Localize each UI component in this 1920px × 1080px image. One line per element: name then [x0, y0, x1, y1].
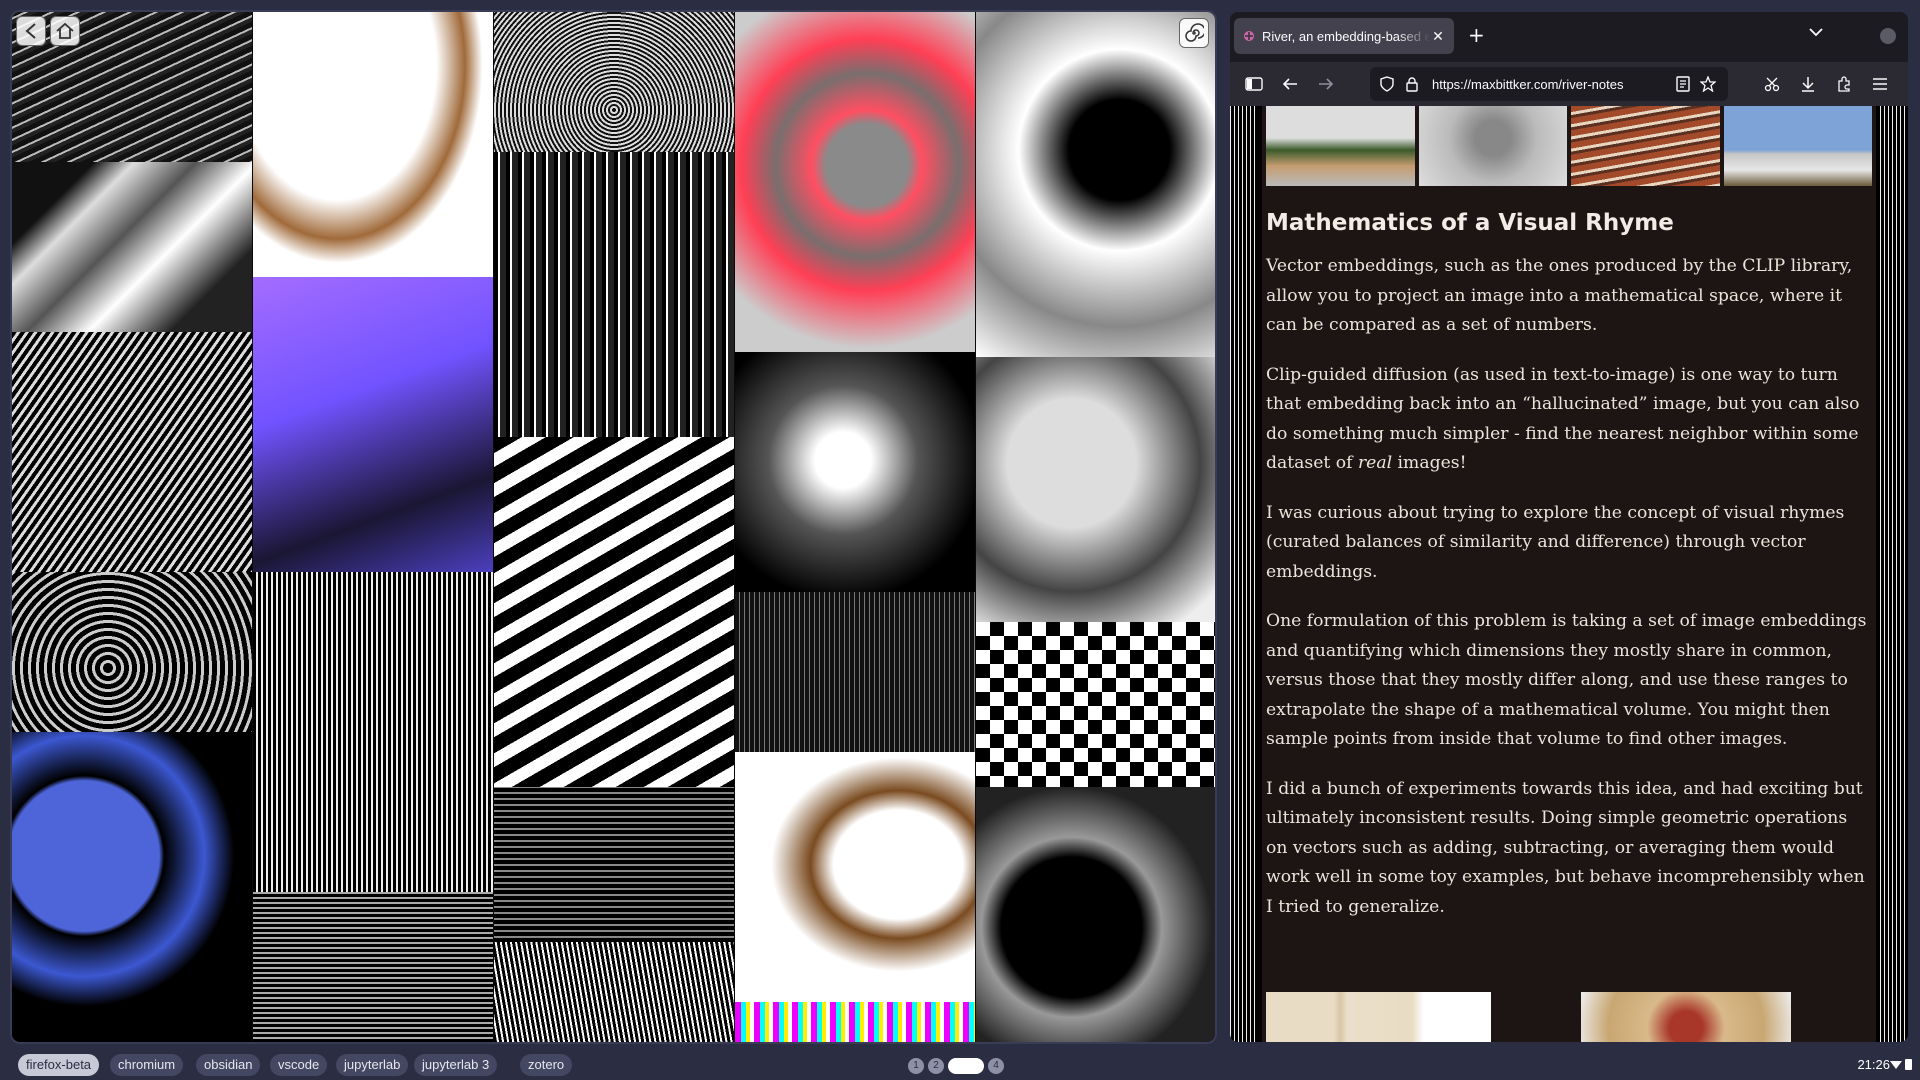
spiral-button[interactable] [1179, 18, 1209, 48]
workspace-jupyterlab[interactable]: jupyterlab [336, 1054, 409, 1076]
system-tray [1890, 1058, 1912, 1070]
tile-striped-body[interactable] [12, 332, 252, 572]
reader-view-icon[interactable] [1676, 76, 1690, 92]
page-2[interactable]: 2 [928, 1058, 944, 1074]
tile-halftone-top[interactable] [494, 12, 734, 152]
workspace-firefox-beta[interactable]: firefox-beta [18, 1054, 100, 1076]
tile-dot-face[interactable] [735, 352, 975, 592]
forward-nav-icon[interactable] [1314, 72, 1338, 96]
downloads-icon[interactable] [1796, 72, 1820, 96]
tile-abstract-shapes[interactable] [12, 162, 252, 332]
page-content: Mathematics of a Visual Rhyme Vector emb… [1230, 106, 1908, 1042]
tile-glitch-face[interactable] [253, 572, 493, 892]
tile-burnt-paper[interactable] [253, 12, 493, 277]
workspace-zotero[interactable]: zotero [520, 1054, 573, 1076]
shield-icon[interactable] [1380, 76, 1394, 92]
tile-blue-splash[interactable] [12, 732, 252, 1042]
tile-scan-lines[interactable] [253, 892, 493, 1042]
battery-icon[interactable] [1905, 1058, 1912, 1070]
back-nav-icon[interactable] [1278, 72, 1302, 96]
page-4[interactable]: 4 [988, 1058, 1004, 1074]
rug-image[interactable] [1571, 106, 1720, 186]
tab-river-notes[interactable]: River, an embedding-based e ✕ [1234, 18, 1454, 54]
plant-image[interactable] [1266, 106, 1415, 186]
extensions-icon[interactable] [1832, 72, 1856, 96]
page-1[interactable]: 1 [908, 1058, 924, 1074]
image-river-grid [12, 12, 1215, 1042]
left-stripe-border [1230, 106, 1258, 1042]
article: Mathematics of a Visual Rhyme Vector emb… [1262, 106, 1876, 1042]
tile-purple-gradient[interactable] [253, 277, 493, 572]
tile-rainbow-bars[interactable] [735, 1002, 975, 1042]
workspace-chromium[interactable]: chromium [110, 1054, 184, 1076]
tile-cloud-halftone[interactable] [976, 357, 1215, 622]
nav-toolbar: https://maxbittker.com/river-notes [1230, 62, 1908, 106]
list-all-tabs-icon[interactable] [1808, 26, 1824, 38]
tile-burnt-hole[interactable] [735, 752, 975, 1002]
manuscript-image[interactable] [1266, 992, 1491, 1042]
favicon-icon [1244, 31, 1254, 41]
tile-houndstooth[interactable] [976, 622, 1215, 787]
tile-hex-pattern[interactable] [976, 12, 1215, 357]
window-control-dot[interactable] [1880, 28, 1896, 44]
tile-pink-explosion[interactable] [735, 12, 975, 352]
tile-swirl-distort[interactable] [12, 572, 252, 732]
close-tab-icon[interactable]: ✕ [1432, 27, 1444, 44]
lock-icon[interactable] [1406, 76, 1418, 92]
tile-dark-glitch-arc[interactable] [976, 787, 1215, 1042]
home-icon [56, 22, 74, 39]
firefox-window: River, an embedding-based e ✕ + https://… [1230, 12, 1908, 1042]
tab-bar: River, an embedding-based e ✕ + [1230, 12, 1908, 62]
workspace-obsidian[interactable]: obsidian [196, 1054, 261, 1076]
page-3[interactable] [948, 1058, 984, 1074]
paragraph-1: Vector embeddings, such as the ones prod… [1266, 256, 1853, 335]
emphasis-real: real [1357, 453, 1393, 473]
wifi-icon[interactable] [1890, 1058, 1902, 1070]
workspace-vscode[interactable]: vscode [270, 1054, 328, 1076]
app-menu-icon[interactable] [1868, 72, 1892, 96]
back-arrow-icon [25, 23, 36, 39]
tile-melting-glitch[interactable] [494, 787, 734, 942]
bottom-image-strip [1266, 992, 1791, 1042]
tile-wire-mesh[interactable] [735, 592, 975, 752]
tab-title: River, an embedding-based e [1262, 28, 1430, 44]
home-button[interactable] [50, 16, 80, 46]
right-stripe-border [1880, 106, 1908, 1042]
tile-barcode-glitch[interactable] [494, 152, 734, 437]
river-window [12, 12, 1215, 1042]
new-tab-button[interactable]: + [1468, 23, 1485, 47]
tile-wave-glitch[interactable] [494, 942, 734, 1042]
bookmark-star-icon[interactable] [1700, 76, 1716, 92]
sculpture-image[interactable] [1418, 106, 1567, 186]
workspace-jupyterlab-3[interactable]: jupyterlab 3 [414, 1054, 498, 1076]
spiral-icon [1185, 23, 1204, 42]
statue-image[interactable] [1723, 106, 1872, 186]
taskbar: firefox-beta chromium obsidian vscode jupyte… [0, 1050, 1920, 1080]
tile-diagonal-stripes[interactable] [494, 437, 734, 787]
paragraph-4: One formulation of this problem is takin… [1266, 611, 1867, 749]
back-button[interactable] [16, 16, 46, 46]
sidebar-toggle-icon[interactable] [1242, 72, 1266, 96]
clock: 21:26 [1857, 1057, 1890, 1072]
url-text: https://maxbittker.com/river-notes [1432, 76, 1624, 92]
river-nav [16, 16, 80, 46]
url-bar[interactable]: https://maxbittker.com/river-notes [1370, 67, 1728, 101]
paragraph-3: I was curious about trying to explore th… [1266, 502, 1845, 582]
top-image-strip [1266, 106, 1872, 186]
article-heading: Mathematics of a Visual Rhyme [1266, 210, 1674, 236]
paragraph-5: I did a bunch of experiments towards thi… [1266, 778, 1865, 917]
paragraph-2: Clip-guided diffusion (as used in text-t… [1266, 364, 1860, 474]
screenshot-icon[interactable] [1760, 72, 1784, 96]
dragon-image[interactable] [1581, 992, 1791, 1042]
